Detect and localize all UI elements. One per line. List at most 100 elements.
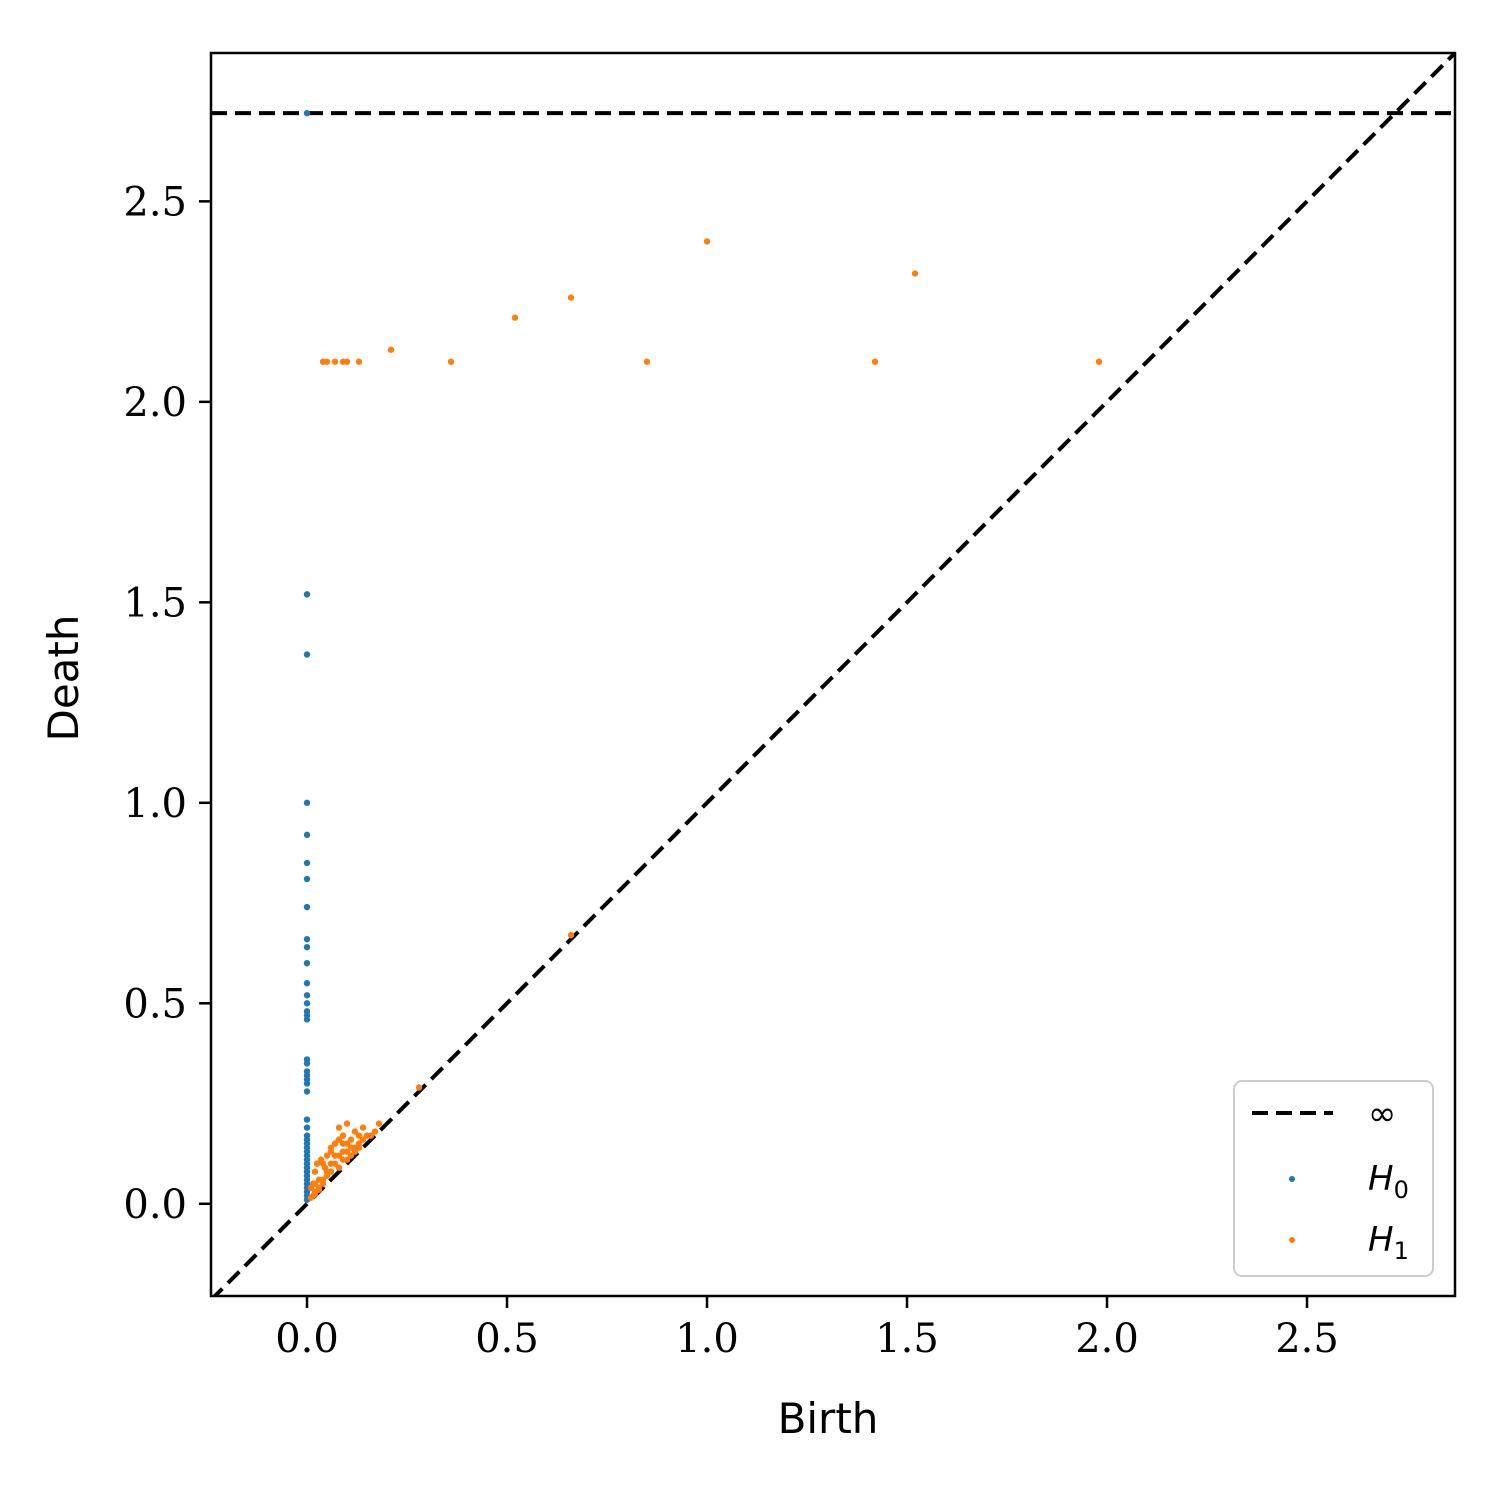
h1-point bbox=[387, 346, 395, 353]
x-axis-ticks: 0.0 0.5 1.0 1.5 2.0 2.5 bbox=[275, 1296, 1339, 1362]
h1-point bbox=[371, 1128, 379, 1135]
h0-point bbox=[303, 799, 311, 807]
h0-point bbox=[303, 109, 311, 117]
h0-point bbox=[303, 651, 311, 658]
h1-point bbox=[315, 1186, 323, 1193]
h1-point bbox=[343, 1156, 351, 1163]
h0-point bbox=[303, 1016, 311, 1023]
h1-point bbox=[339, 1132, 347, 1139]
h1-point bbox=[367, 1132, 375, 1139]
h1-point bbox=[313, 1160, 321, 1167]
h0-point bbox=[303, 591, 311, 598]
h1-point bbox=[347, 1136, 355, 1143]
h0-point bbox=[303, 935, 311, 943]
legend: ∞ H0 H1 bbox=[1233, 1080, 1434, 1277]
y-axis-label: Death bbox=[39, 614, 88, 741]
h1-point bbox=[511, 314, 519, 321]
diagonal-line bbox=[212, 53, 1455, 1296]
h1-point bbox=[311, 1180, 319, 1187]
h0-point bbox=[303, 1116, 311, 1123]
h1-point bbox=[339, 1140, 347, 1147]
h1-point bbox=[347, 1144, 355, 1151]
legend-h0-label: H0 bbox=[1368, 1159, 1409, 1204]
h1-point bbox=[331, 1152, 339, 1159]
h0-point bbox=[303, 980, 311, 987]
h1-point bbox=[351, 1128, 359, 1135]
x-axis-label: Birth bbox=[778, 1394, 879, 1443]
y-tick-label: 2.0 bbox=[123, 380, 187, 426]
legend-h1-main: H bbox=[1368, 1220, 1394, 1260]
h1-point bbox=[355, 1144, 363, 1151]
h1-point bbox=[703, 238, 711, 245]
h1-point bbox=[335, 1164, 343, 1171]
h0-point bbox=[303, 1088, 311, 1095]
h1-point bbox=[359, 1124, 367, 1131]
h1-point bbox=[323, 1152, 331, 1159]
h1-point bbox=[351, 1148, 359, 1155]
legend-h0-main: H bbox=[1368, 1159, 1394, 1199]
h1-point bbox=[327, 1148, 335, 1155]
h0-point bbox=[303, 959, 311, 967]
h1-point bbox=[323, 358, 331, 365]
x-tick-label: 1.0 bbox=[675, 1316, 739, 1362]
h1-point bbox=[1095, 358, 1103, 365]
h0-point bbox=[303, 1080, 311, 1087]
h0-point bbox=[303, 943, 311, 951]
x-tick-label: 0.0 bbox=[275, 1316, 339, 1362]
h1-point bbox=[343, 358, 351, 365]
h0-point bbox=[303, 903, 311, 911]
legend-h0-sub: 0 bbox=[1394, 1176, 1409, 1204]
h1-point bbox=[567, 931, 575, 939]
x-tick-label: 0.5 bbox=[475, 1316, 539, 1362]
h1-point bbox=[359, 1136, 367, 1143]
legend-h1-marker bbox=[1289, 1237, 1295, 1243]
plot-area bbox=[211, 53, 1455, 1296]
y-tick-label: 0.0 bbox=[123, 1182, 187, 1228]
h0-point bbox=[303, 875, 311, 883]
x-tick-label: 2.5 bbox=[1275, 1316, 1339, 1362]
x-tick-label: 2.0 bbox=[1075, 1316, 1139, 1362]
legend-h1-label: H1 bbox=[1368, 1220, 1409, 1265]
y-tick-label: 1.0 bbox=[123, 781, 187, 827]
h1-point bbox=[447, 358, 455, 365]
h1-point bbox=[311, 1190, 319, 1197]
h1-point bbox=[415, 1084, 423, 1091]
legend-h0-marker bbox=[1289, 1176, 1295, 1182]
h1-point bbox=[319, 1180, 327, 1187]
x-tick-label: 1.5 bbox=[875, 1316, 939, 1362]
legend-box bbox=[1233, 1080, 1434, 1277]
h0-point bbox=[303, 1060, 311, 1067]
h1-point bbox=[343, 1120, 351, 1127]
y-tick-label: 1.5 bbox=[123, 580, 187, 626]
h1-point bbox=[375, 1120, 383, 1127]
h1-point bbox=[331, 1140, 339, 1147]
h1-point bbox=[339, 1148, 347, 1155]
h1-point bbox=[355, 1132, 363, 1139]
h0-point bbox=[303, 992, 311, 999]
h1-point bbox=[871, 358, 879, 365]
h1-point bbox=[317, 1156, 325, 1163]
h1-point bbox=[911, 270, 919, 277]
y-axis-ticks: 0.0 0.5 1.0 1.5 2.0 2.5 bbox=[123, 179, 211, 1228]
plot-frame bbox=[209, 51, 1457, 1298]
h1-point bbox=[327, 1160, 335, 1167]
h1-point bbox=[311, 1168, 319, 1175]
legend-h1-sub: 1 bbox=[1394, 1237, 1409, 1265]
h0-point bbox=[303, 1124, 311, 1131]
y-tick-label: 2.5 bbox=[123, 179, 187, 225]
h0-point bbox=[303, 859, 311, 867]
h1-point bbox=[347, 1152, 355, 1159]
h1-point bbox=[643, 358, 651, 365]
h1-point bbox=[567, 294, 575, 301]
h1-point bbox=[307, 1194, 315, 1201]
h0-point bbox=[303, 1000, 311, 1007]
h1-point bbox=[323, 1172, 331, 1179]
h1-point bbox=[355, 358, 363, 365]
h0-point bbox=[303, 831, 311, 839]
h1-point bbox=[331, 358, 339, 365]
h1-point bbox=[335, 1136, 343, 1143]
y-tick-label: 0.5 bbox=[123, 981, 187, 1027]
points-layer bbox=[303, 109, 1103, 1203]
legend-infinity-label: ∞ bbox=[1368, 1094, 1396, 1134]
